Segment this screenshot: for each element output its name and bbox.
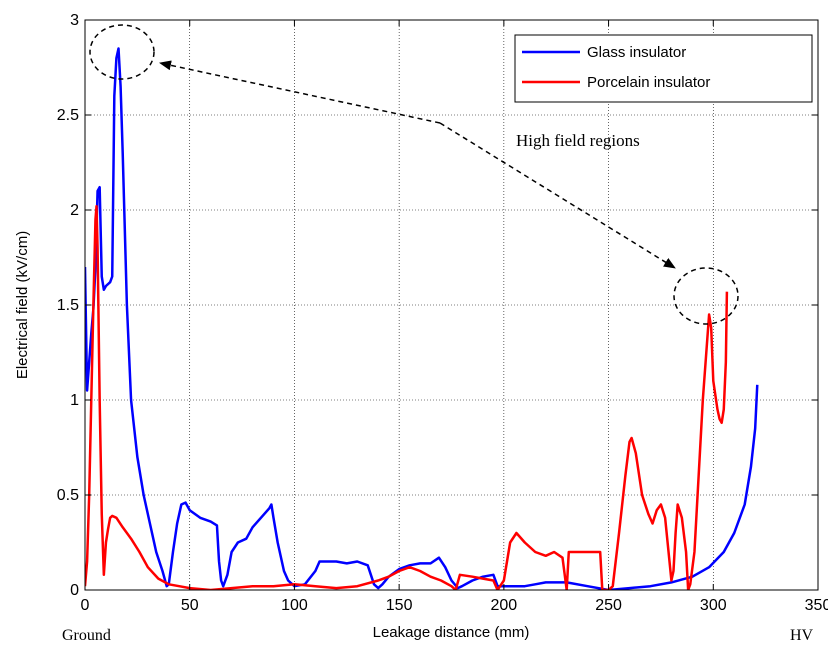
y-tick-label: 0.5	[57, 487, 79, 504]
series-line-glass	[85, 47, 759, 590]
x-tick-label: 200	[491, 597, 518, 614]
high-field-circle-right	[673, 267, 739, 325]
y-tick-label: 1.5	[57, 297, 79, 314]
x-tick-label: 250	[595, 597, 622, 614]
y-tick-label: 2	[70, 202, 79, 219]
high-field-arrow-left	[159, 60, 441, 124]
x-tick-label: 100	[281, 597, 308, 614]
annotation-hv: HV	[790, 627, 814, 644]
x-tick-label: 0	[81, 597, 90, 614]
annotation-high-field: High field regions	[516, 131, 640, 150]
series-group	[85, 47, 759, 590]
legend-label-porcelain: Porcelain insulator	[587, 74, 710, 91]
x-tick-label: 50	[181, 597, 199, 614]
y-axis-label: Electrical field (kV/cm)	[14, 231, 31, 379]
y-tick-label: 1	[70, 392, 79, 409]
x-tick-label: 300	[700, 597, 727, 614]
high-field-arrow-right	[439, 122, 676, 269]
high-field-circle-left	[89, 24, 155, 80]
legend-label-glass: Glass insulator	[587, 44, 686, 61]
ticks: 0 50 100 150 200 250 300 350 0 0.5 1 1.5 2 2.5 3	[57, 12, 828, 614]
annotation-ground: Ground	[62, 627, 111, 644]
x-axis-label: Leakage distance (mm)	[373, 624, 530, 641]
legend-box	[514, 34, 813, 103]
y-tick-label: 2.5	[57, 107, 79, 124]
x-tick-label: 350	[805, 597, 828, 614]
grid	[85, 20, 818, 590]
y-tick-label: 0	[70, 582, 79, 599]
series-line-porcelain	[85, 204, 729, 590]
x-tick-label: 150	[386, 597, 413, 614]
y-tick-label: 3	[70, 12, 79, 29]
legend: Glass insulator Porcelain insulator	[514, 34, 813, 103]
